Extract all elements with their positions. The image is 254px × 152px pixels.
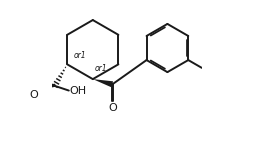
Text: or1: or1 — [94, 64, 107, 73]
Text: OH: OH — [70, 86, 87, 96]
Polygon shape — [93, 79, 113, 87]
Text: O: O — [108, 103, 117, 113]
Text: O: O — [30, 90, 38, 100]
Text: or1: or1 — [73, 51, 86, 60]
